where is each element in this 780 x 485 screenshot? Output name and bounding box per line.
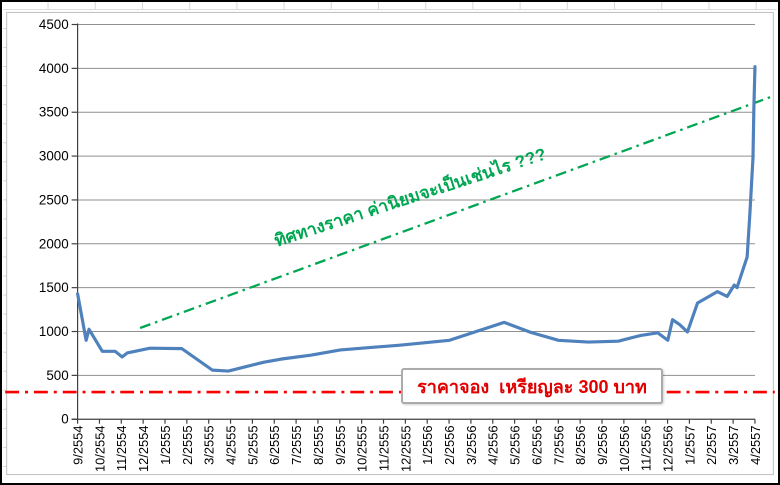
x-axis-label: 12/2554: [136, 425, 151, 472]
reserve-price-note-box: ราคาจอง เหรียญละ 300 บาท: [401, 368, 663, 404]
x-axis-label: 9/2556: [595, 425, 610, 464]
x-axis-label: 4/2557: [748, 425, 763, 464]
price-series-line: [76, 65, 757, 373]
y-axis-label: 1500: [39, 280, 69, 295]
y-axis-label: 2500: [39, 192, 69, 207]
x-axis-label: 2/2555: [180, 425, 195, 464]
x-axis-label: 1/2555: [158, 425, 173, 464]
y-axis-label: 4000: [39, 61, 69, 76]
y-axis-label: 1000: [39, 324, 69, 339]
x-axis-label: 10/2556: [617, 425, 632, 472]
x-axis-label: 2/2556: [442, 425, 457, 464]
x-axis-label: 3/2555: [202, 425, 217, 464]
x-axis-label: 6/2556: [529, 425, 544, 464]
y-axis-label: 3500: [39, 105, 69, 120]
x-axis-label: 8/2555: [311, 425, 326, 464]
x-axis-label: 11/2554: [114, 425, 129, 471]
y-axis-label: 3000: [39, 149, 69, 164]
x-axis-label: 4/2555: [224, 425, 239, 464]
x-axis-label: 7/2556: [551, 425, 566, 464]
reserve-price-note-text: ราคาจอง เหรียญละ 300 บาท: [417, 376, 647, 397]
x-axis-label: 8/2556: [573, 425, 588, 464]
x-axis-label: 7/2555: [289, 425, 304, 464]
y-axis-label: 500: [46, 368, 68, 383]
x-axis-label: 9/2554: [71, 425, 86, 464]
x-axis-label: 5/2555: [245, 425, 260, 464]
y-axis-label: 2000: [39, 236, 69, 251]
x-axis-label: 10/2555: [355, 425, 370, 472]
x-axis-label: 1/2556: [420, 425, 435, 464]
x-axis-label: 3/2556: [464, 425, 479, 464]
x-axis-label: 5/2556: [508, 425, 523, 464]
x-axis-label: 4/2556: [486, 425, 501, 464]
trend-line: [139, 94, 776, 330]
y-axis-label: 0: [61, 412, 68, 427]
x-axis-label: 10/2554: [92, 425, 107, 472]
x-axis-label: 12/2555: [398, 425, 413, 472]
y-axis-label: 4500: [39, 17, 69, 32]
x-axis-label: 1/2557: [682, 425, 697, 464]
x-axis-label: 11/2556: [639, 425, 654, 471]
x-axis-label: 2/2557: [704, 425, 719, 464]
x-axis-label: 6/2555: [267, 425, 282, 464]
x-axis-label: 12/2556: [661, 425, 676, 472]
x-axis-label: 9/2555: [333, 425, 348, 464]
x-axis-label: 3/2557: [726, 425, 741, 464]
x-axis-label: 11/2555: [376, 425, 391, 471]
